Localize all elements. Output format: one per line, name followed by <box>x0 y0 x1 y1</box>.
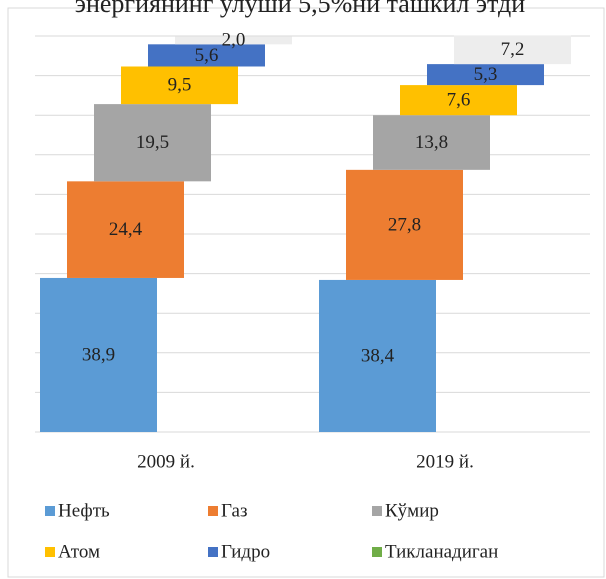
chart-title: энергиянинг улуши 5,5%ни ташкил этди <box>75 0 525 18</box>
data-label: 2,0 <box>222 30 246 51</box>
bar-segment <box>400 85 517 116</box>
bar-segment <box>94 104 211 182</box>
bar-segment <box>427 64 544 86</box>
data-label: 38,4 <box>361 345 395 366</box>
bar-segment <box>454 35 571 65</box>
x-tick-label: 2009 й. <box>137 451 195 472</box>
legend-label: Нефть <box>58 500 110 521</box>
bar-segment <box>148 44 265 67</box>
x-tick-label: 2019 й. <box>416 451 474 472</box>
legend-swatch <box>372 506 382 516</box>
data-label: 24,4 <box>109 219 143 240</box>
legend-swatch <box>208 506 218 516</box>
bar-segment <box>67 181 184 278</box>
data-label: 5,6 <box>195 45 219 66</box>
data-label: 9,5 <box>168 75 192 96</box>
data-label: 5,3 <box>474 64 498 85</box>
data-label: 38,9 <box>82 344 115 365</box>
bar-segment <box>346 169 463 280</box>
bar-segment <box>175 36 292 45</box>
legend-label: Гидро <box>221 541 270 562</box>
data-label: 13,8 <box>415 132 448 153</box>
legend-label: Атом <box>58 541 100 562</box>
legend-swatch <box>45 547 55 557</box>
legend-label: Тикланадиган <box>385 541 498 562</box>
legend-label: Кўмир <box>385 500 439 521</box>
legend-swatch <box>208 547 218 557</box>
legend-swatch <box>45 506 55 516</box>
data-label: 19,5 <box>136 132 169 153</box>
legend-label: Газ <box>221 500 247 521</box>
bar-segment <box>373 115 490 170</box>
bar-segment <box>121 66 238 105</box>
data-label: 7,2 <box>501 39 525 60</box>
bar-segment <box>319 279 436 432</box>
data-label: 7,6 <box>447 90 471 111</box>
legend-swatch <box>372 547 382 557</box>
data-label: 27,8 <box>388 214 421 235</box>
chart-frame <box>7 7 605 578</box>
bar-segment <box>40 277 157 432</box>
